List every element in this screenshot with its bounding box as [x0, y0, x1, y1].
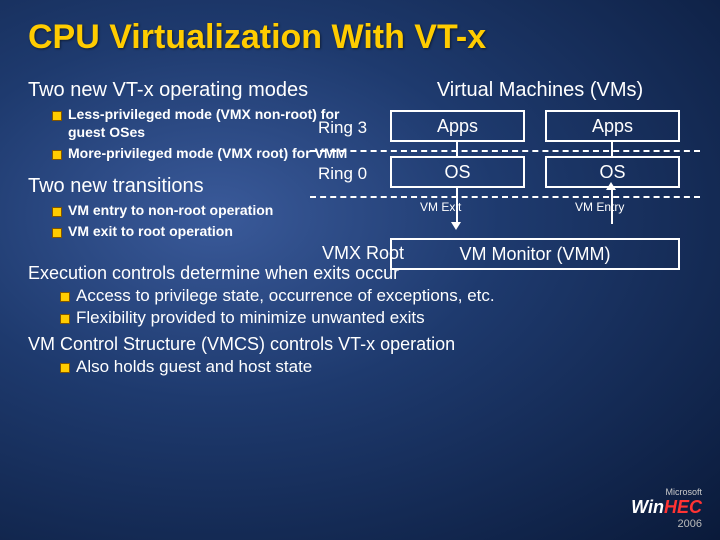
- section2-list: VM entry to non-root operation VM exit t…: [28, 202, 358, 241]
- list-item: VM entry to non-root operation: [52, 202, 358, 220]
- left-column: Two new VT-x operating modes Less-privil…: [28, 79, 358, 241]
- diagram-panel: Virtual Machines (VMs) Ring 3 Apps Apps …: [380, 79, 700, 280]
- apps-box-1: Apps: [390, 110, 525, 142]
- vmm-row: VMX Root VM Monitor (VMM): [380, 220, 700, 280]
- connector-line: [456, 142, 458, 156]
- arrow-up-icon: [606, 182, 616, 190]
- microsoft-label: Microsoft: [631, 487, 702, 497]
- vmexit-label: VM Exit: [420, 200, 461, 214]
- winhec-hec: HEC: [664, 497, 702, 517]
- list-item: Less-privileged mode (VMX non-root) for …: [52, 106, 358, 141]
- content-area: Two new VT-x operating modes Less-privil…: [0, 79, 720, 241]
- list-item: Flexibility provided to minimize unwante…: [60, 308, 692, 328]
- list-item: VM exit to root operation: [52, 223, 358, 241]
- ring0-row: Ring 0 OS OS: [380, 156, 700, 198]
- section1-list: Less-privileged mode (VMX non-root) for …: [28, 106, 358, 163]
- ring3-row: Ring 3 Apps Apps: [380, 110, 700, 152]
- vmm-box: VM Monitor (VMM): [390, 238, 680, 270]
- diagram-title: Virtual Machines (VMs): [380, 79, 700, 102]
- dashed-divider: [310, 150, 700, 152]
- winhec-logo: WinHEC: [631, 497, 702, 518]
- bottom-list1: Access to privilege state, occurrence of…: [28, 286, 692, 328]
- connector-line: [611, 142, 613, 156]
- vmentry-label: VM Entry: [575, 200, 624, 214]
- bottom-line2: VM Control Structure (VMCS) controls VT-…: [28, 334, 692, 355]
- transition-labels: VM Exit VM Entry: [380, 198, 700, 220]
- list-item: Also holds guest and host state: [60, 357, 692, 377]
- bottom-list2: Also holds guest and host state: [28, 357, 692, 377]
- os-box-1: OS: [390, 156, 525, 188]
- list-item: More-privileged mode (VMX root) for VMM: [52, 145, 358, 163]
- footer-logo: Microsoft WinHEC 2006: [631, 487, 702, 530]
- slide-title: CPU Virtualization With VT-x: [0, 0, 720, 67]
- ring0-label: Ring 0: [318, 164, 367, 184]
- section1-heading: Two new VT-x operating modes: [28, 79, 358, 102]
- apps-box-2: Apps: [545, 110, 680, 142]
- year-label: 2006: [631, 518, 702, 530]
- section2-heading: Two new transitions: [28, 175, 358, 198]
- winhec-win: Win: [631, 497, 664, 517]
- list-item: Access to privilege state, occurrence of…: [60, 286, 692, 306]
- ring3-label: Ring 3: [318, 118, 367, 138]
